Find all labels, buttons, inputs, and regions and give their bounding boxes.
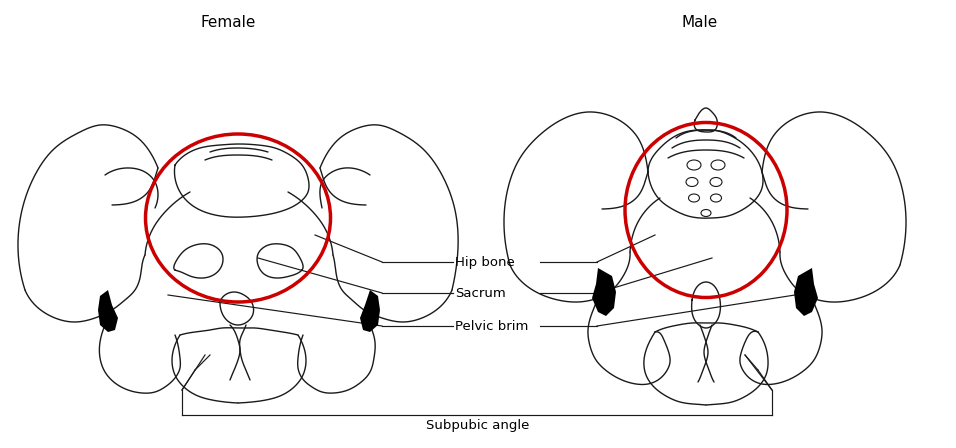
Text: Subpubic angle: Subpubic angle: [426, 418, 530, 431]
Text: Female: Female: [201, 15, 255, 30]
Polygon shape: [794, 268, 818, 316]
Text: Hip bone: Hip bone: [455, 255, 514, 268]
Text: Sacrum: Sacrum: [455, 287, 506, 300]
Polygon shape: [592, 268, 616, 316]
Polygon shape: [98, 290, 118, 332]
Text: Pelvic brim: Pelvic brim: [455, 319, 529, 332]
Polygon shape: [360, 290, 380, 332]
Text: Male: Male: [682, 15, 718, 30]
